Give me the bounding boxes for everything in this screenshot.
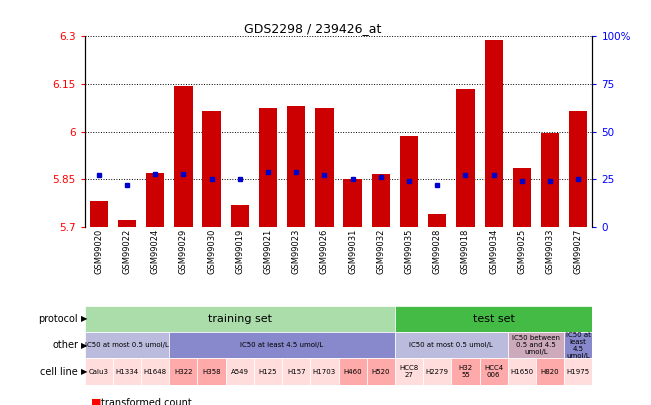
Bar: [536, 358, 564, 385]
Text: H820: H820: [541, 369, 559, 375]
Text: ▶: ▶: [81, 341, 88, 350]
Text: GSM99032: GSM99032: [376, 228, 385, 274]
Text: GSM99033: GSM99033: [546, 228, 555, 274]
Bar: [423, 358, 451, 385]
Text: IC50 at most 0.5 umol/L: IC50 at most 0.5 umol/L: [409, 342, 493, 348]
Text: GSM99035: GSM99035: [404, 228, 413, 274]
Bar: [339, 358, 367, 385]
Text: GSM99026: GSM99026: [320, 228, 329, 274]
Text: GSM99021: GSM99021: [264, 228, 273, 274]
Text: IC50 at
least
4.5
umol/L: IC50 at least 4.5 umol/L: [566, 332, 590, 359]
Bar: [367, 358, 395, 385]
Bar: [564, 358, 592, 385]
Text: H1648: H1648: [144, 369, 167, 375]
Text: HCC8
27: HCC8 27: [400, 365, 419, 378]
Text: H1650: H1650: [510, 369, 533, 375]
Text: H322: H322: [174, 369, 193, 375]
Bar: [85, 332, 169, 358]
Text: H520: H520: [372, 369, 390, 375]
Bar: [197, 358, 226, 385]
Text: H1703: H1703: [312, 369, 336, 375]
Text: GSM99020: GSM99020: [94, 228, 104, 274]
Bar: [541, 133, 559, 227]
Bar: [508, 332, 564, 358]
Text: IC50 at most 0.5 umol/L: IC50 at most 0.5 umol/L: [85, 342, 169, 348]
Text: transformed count: transformed count: [101, 398, 191, 405]
Bar: [456, 89, 475, 227]
Bar: [169, 358, 197, 385]
Text: H1975: H1975: [567, 369, 590, 375]
Text: test set: test set: [473, 314, 514, 324]
Bar: [508, 358, 536, 385]
Bar: [400, 136, 418, 227]
Bar: [513, 168, 531, 227]
Text: GSM99030: GSM99030: [207, 228, 216, 274]
Bar: [202, 111, 221, 227]
Bar: [395, 358, 423, 385]
Text: GSM99022: GSM99022: [122, 228, 132, 274]
Text: H358: H358: [202, 369, 221, 375]
Text: IC50 at least 4.5 umol/L: IC50 at least 4.5 umol/L: [240, 342, 324, 348]
Bar: [169, 332, 395, 358]
Bar: [254, 358, 282, 385]
Text: HCC4
006: HCC4 006: [484, 365, 503, 378]
Bar: [428, 214, 447, 227]
Text: GSM99019: GSM99019: [235, 228, 244, 274]
Bar: [230, 205, 249, 227]
Text: H1334: H1334: [115, 369, 139, 375]
Bar: [451, 358, 480, 385]
Text: Calu3: Calu3: [89, 369, 109, 375]
Text: GSM99031: GSM99031: [348, 228, 357, 274]
Text: A549: A549: [231, 369, 249, 375]
Bar: [141, 358, 169, 385]
Text: training set: training set: [208, 314, 271, 324]
Bar: [146, 173, 164, 227]
Bar: [113, 358, 141, 385]
Bar: [569, 111, 587, 227]
Text: cell line: cell line: [40, 367, 78, 377]
Bar: [226, 358, 254, 385]
Bar: [282, 358, 311, 385]
Bar: [480, 358, 508, 385]
Bar: [372, 175, 390, 227]
Text: GSM99024: GSM99024: [150, 228, 159, 274]
Text: H125: H125: [258, 369, 277, 375]
Text: GSM99028: GSM99028: [433, 228, 442, 274]
Bar: [85, 306, 395, 332]
Text: GSM99023: GSM99023: [292, 228, 301, 274]
Text: H32
55: H32 55: [458, 365, 473, 378]
Text: ■: ■: [91, 398, 102, 405]
Text: GSM99029: GSM99029: [179, 228, 188, 274]
Bar: [85, 358, 113, 385]
Bar: [564, 332, 592, 358]
Text: protocol: protocol: [38, 314, 78, 324]
Bar: [287, 106, 305, 227]
Text: ▶: ▶: [81, 314, 88, 324]
Text: H2279: H2279: [426, 369, 449, 375]
Text: ▶: ▶: [81, 367, 88, 376]
Bar: [90, 201, 108, 227]
Bar: [259, 108, 277, 227]
Bar: [311, 358, 339, 385]
Bar: [315, 108, 333, 227]
Bar: [344, 179, 362, 227]
Text: H460: H460: [343, 369, 362, 375]
Title: GDS2298 / 239426_at: GDS2298 / 239426_at: [244, 22, 382, 35]
Text: GSM99018: GSM99018: [461, 228, 470, 274]
Text: other: other: [52, 340, 78, 350]
Text: GSM99034: GSM99034: [489, 228, 498, 274]
Bar: [174, 85, 193, 227]
Text: H157: H157: [287, 369, 305, 375]
Text: GSM99027: GSM99027: [574, 228, 583, 274]
Bar: [395, 332, 508, 358]
Text: IC50 between
0.5 and 4.5
umol/L: IC50 between 0.5 and 4.5 umol/L: [512, 335, 560, 355]
Text: GSM99025: GSM99025: [518, 228, 527, 274]
Bar: [395, 306, 592, 332]
Bar: [484, 40, 503, 227]
Bar: [118, 220, 136, 227]
